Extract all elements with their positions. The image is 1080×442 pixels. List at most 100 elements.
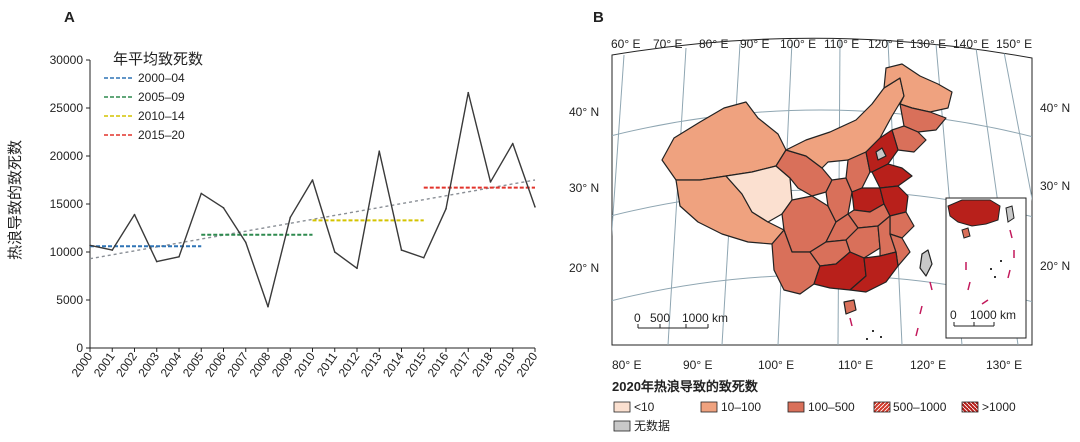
nine-dash-line xyxy=(849,281,933,337)
legend-label-2000–04: 2000–04 xyxy=(138,71,185,85)
panel-a-label: A xyxy=(64,9,75,26)
x-tick-label: 2003 xyxy=(135,349,162,379)
deaths-series-line xyxy=(89,91,536,308)
lon-top-60: 60° E xyxy=(611,37,640,51)
legend-swatch-lt10 xyxy=(613,401,631,413)
legend-label-2015–20: 2015–20 xyxy=(138,128,185,142)
x-tick-label: 2000 xyxy=(69,349,96,379)
x-tick-label: 2008 xyxy=(247,349,274,379)
data-point xyxy=(222,207,225,209)
map-graticule xyxy=(612,39,1032,345)
legend-label-gt1000: >1000 xyxy=(982,400,1016,414)
data-point xyxy=(133,213,136,216)
data-point xyxy=(267,305,269,308)
lon-top-150: 150° E xyxy=(996,37,1032,51)
legend-label-10-100: 10–100 xyxy=(721,400,761,414)
y-tick-label: 20000 xyxy=(50,149,84,163)
data-point xyxy=(244,241,247,244)
x-tick-label: 2013 xyxy=(358,349,385,379)
lon-bottom-90: 90° E xyxy=(683,358,712,372)
legend-label-lt10: <10 xyxy=(634,400,655,414)
lat-right-40: 40° N xyxy=(1040,101,1070,115)
scale-500: 500 xyxy=(650,311,670,325)
islands xyxy=(866,330,882,340)
x-tick-label: 2007 xyxy=(224,349,251,379)
lon-top-120: 120° E xyxy=(868,37,904,51)
map-coordinate-labels: 60° E 70° E 80° E 90° E 100° E 110° E 12… xyxy=(569,37,1070,372)
x-tick-label: 2014 xyxy=(380,349,407,379)
lon-bottom-100: 100° E xyxy=(758,358,794,372)
x-tick-label: 2016 xyxy=(425,349,452,379)
lon-top-70: 70° E xyxy=(653,37,682,51)
legend-label-500-1000: 500–1000 xyxy=(893,400,947,414)
x-tick-label: 2009 xyxy=(269,349,296,379)
lat-left-30: 30° N xyxy=(569,181,599,195)
legend-swatch-nodata xyxy=(613,420,631,432)
lat-left-40: 40° N xyxy=(569,105,599,119)
legend-swatch-500-1000 xyxy=(873,401,891,413)
data-point xyxy=(333,251,336,253)
line-chart: 0500010000150002000025000300002000200120… xyxy=(50,51,541,380)
data-point xyxy=(378,150,381,152)
lon-bottom-80: 80° E xyxy=(612,358,641,372)
lat-right-20: 20° N xyxy=(1040,259,1070,273)
y-tick-label: 10000 xyxy=(50,245,84,259)
y-tick-label: 15000 xyxy=(50,197,84,211)
y-tick-label: 30000 xyxy=(50,53,84,67)
data-point xyxy=(200,192,203,195)
panel-b-label: B xyxy=(593,9,604,26)
y-tick-label: 5000 xyxy=(56,293,83,307)
data-point xyxy=(89,244,91,247)
data-point xyxy=(111,249,114,251)
legend-title: 年平均致死数 xyxy=(113,51,203,68)
scale-1000: 1000 km xyxy=(682,311,728,325)
x-tick-label: 2018 xyxy=(469,349,496,379)
lon-top-90: 90° E xyxy=(740,37,769,51)
x-tick-label: 2020 xyxy=(514,349,541,379)
legend-label-100-500: 100–500 xyxy=(808,400,855,414)
data-point xyxy=(400,249,403,251)
scale-0: 0 xyxy=(634,311,641,325)
data-point xyxy=(445,208,447,210)
lon-top-80: 80° E xyxy=(699,37,728,51)
lon-bottom-130: 130° E xyxy=(986,358,1022,372)
data-point xyxy=(311,179,314,181)
x-tick-label: 2001 xyxy=(91,349,118,379)
lon-bottom-110: 110° E xyxy=(838,358,873,372)
data-point xyxy=(534,206,536,208)
legend-swatch-100-500 xyxy=(787,401,805,413)
lat-left-20: 20° N xyxy=(569,261,599,275)
legend-label-nodata: 无数据 xyxy=(634,418,670,433)
data-point xyxy=(489,181,492,183)
china-provinces xyxy=(661,63,953,315)
x-tick-label: 2017 xyxy=(447,349,474,379)
inset-scale-0: 0 xyxy=(950,308,957,322)
data-point xyxy=(467,91,470,94)
data-point xyxy=(422,256,425,259)
x-tick-label: 2002 xyxy=(113,349,140,379)
inset-scale-1000: 1000 km xyxy=(970,308,1016,322)
x-tick-label: 2011 xyxy=(314,349,340,378)
y-tick-label: 0 xyxy=(76,341,83,355)
x-tick-label: 2012 xyxy=(336,349,363,379)
inset-map: 0 1000 km xyxy=(945,197,1027,339)
lon-top-140: 140° E xyxy=(953,37,989,51)
map-scale-bar: 0 500 1000 km xyxy=(634,311,728,329)
lat-right-30: 30° N xyxy=(1040,179,1070,193)
y-axis-label: 热浪导致的致死数 xyxy=(7,140,24,260)
x-tick-label: 2015 xyxy=(402,349,429,379)
legend-label-2010–14: 2010–14 xyxy=(138,109,185,123)
map-legend: <10 10–100 100–500 500–1000 >1000 无数据 xyxy=(613,400,1016,433)
x-tick-label: 2004 xyxy=(158,349,185,379)
data-point xyxy=(356,267,358,270)
legend-swatch-10-100 xyxy=(700,401,718,413)
lon-bottom-120: 120° E xyxy=(910,358,946,372)
data-point xyxy=(289,216,292,219)
legend-label-2005–09: 2005–09 xyxy=(138,90,185,104)
data-point xyxy=(511,142,514,145)
lon-top-110: 110° E xyxy=(824,37,859,51)
data-point xyxy=(178,255,180,258)
lon-top-100: 100° E xyxy=(780,37,816,51)
lon-top-130: 130° E xyxy=(910,37,946,51)
